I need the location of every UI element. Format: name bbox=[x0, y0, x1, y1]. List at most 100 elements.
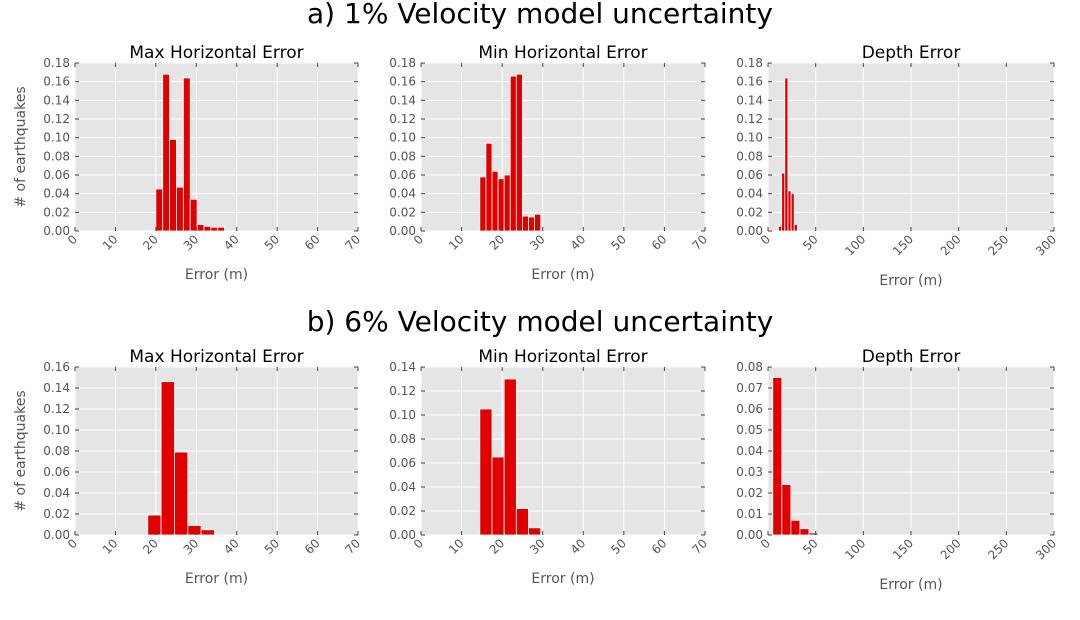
x-tick-label: 0 bbox=[65, 232, 80, 247]
histogram-bar bbox=[781, 172, 786, 232]
panel-0-1: 0.00 0.02 0.04 0.06 0.08 0.10 0.12 0.14 0.16 0.18… bbox=[389, 43, 710, 283]
x-tick-label: 0 bbox=[758, 536, 773, 551]
x-tick-label: 0 bbox=[411, 232, 426, 247]
x-tick-label: 50 bbox=[608, 232, 629, 253]
histogram-bar bbox=[799, 528, 810, 536]
y-tick-label: 0.16 bbox=[389, 75, 416, 89]
y-tick-label: 0.00 bbox=[736, 224, 763, 238]
x-tick-label: 60 bbox=[649, 232, 670, 253]
y-tick-label: 0.08 bbox=[389, 149, 416, 163]
histogram-bar bbox=[485, 142, 493, 232]
y-tick-label: 0.14 bbox=[736, 93, 763, 107]
x-tick-label: 50 bbox=[262, 232, 283, 253]
x-tick-label: 0 bbox=[411, 536, 426, 551]
subplot-title: Max Horizontal Error bbox=[129, 43, 303, 63]
y-tick-label: 0.03 bbox=[736, 465, 763, 479]
histogram-bar bbox=[479, 176, 487, 232]
y-tick-label: 0.18 bbox=[736, 56, 763, 70]
histogram-bar bbox=[534, 213, 542, 232]
x-axis-label: Error (m) bbox=[531, 571, 594, 587]
histogram-bar bbox=[515, 73, 523, 232]
histogram-bar bbox=[210, 226, 219, 232]
y-tick-label: 0.04 bbox=[389, 187, 416, 201]
x-tick-label: 10 bbox=[446, 232, 467, 253]
y-tick-label: 0.00 bbox=[389, 528, 416, 542]
histogram-bar bbox=[217, 226, 225, 232]
y-tick-label: 0.02 bbox=[389, 504, 416, 518]
y-tick-label: 0.12 bbox=[389, 112, 416, 126]
y-tick-label: 0.10 bbox=[43, 131, 70, 145]
x-tick-label: 70 bbox=[342, 232, 363, 253]
y-tick-label: 0.02 bbox=[43, 205, 70, 219]
y-tick-label: 0.06 bbox=[43, 465, 70, 479]
x-tick-label: 70 bbox=[689, 232, 710, 253]
panel-1-1: 0.00 0.02 0.04 0.06 0.08 0.10 0.12 0.14 0 10 20 30 4… bbox=[389, 347, 710, 587]
x-tick-label: 30 bbox=[181, 536, 202, 557]
y-tick-label: 0.00 bbox=[43, 528, 70, 542]
x-tick-label: 250 bbox=[985, 232, 1011, 258]
y-tick-label: 0.02 bbox=[736, 486, 763, 500]
y-tick-label: 0.10 bbox=[389, 131, 416, 145]
y-tick-label: 0.02 bbox=[43, 507, 70, 521]
histogram-bar bbox=[174, 451, 189, 536]
subplot-title: Depth Error bbox=[862, 347, 961, 367]
x-tick-label: 50 bbox=[262, 536, 283, 557]
y-tick-label: 0.04 bbox=[43, 486, 70, 500]
x-tick-label: 60 bbox=[302, 232, 323, 253]
histogram-bar bbox=[787, 190, 792, 232]
y-tick-label: 0.08 bbox=[43, 149, 70, 163]
row-title-b: b) 6% Velocity model uncertainty bbox=[307, 305, 774, 338]
y-tick-label: 0.14 bbox=[43, 381, 70, 395]
x-tick-label: 40 bbox=[221, 232, 242, 253]
y-tick-label: 0.18 bbox=[389, 56, 416, 70]
x-tick-label: 100 bbox=[842, 536, 868, 562]
panel-1-0: 0.00 0.02 0.04 0.06 0.08 0.10 0.12 0.14 0.16 0 10 2… bbox=[13, 347, 363, 587]
x-axis-label: Error (m) bbox=[879, 273, 942, 289]
y-tick-label: 0.00 bbox=[389, 224, 416, 238]
x-tick-label: 200 bbox=[938, 232, 964, 258]
y-tick-label: 0.18 bbox=[43, 56, 70, 70]
x-axis-label: Error (m) bbox=[185, 267, 248, 283]
histogram-bar bbox=[503, 378, 517, 536]
x-tick-label: 10 bbox=[100, 536, 121, 557]
histogram-bar bbox=[162, 73, 171, 232]
y-tick-label: 0.06 bbox=[736, 402, 763, 416]
histogram-bar bbox=[189, 198, 198, 232]
histogram-bar bbox=[784, 77, 789, 232]
x-tick-label: 30 bbox=[527, 232, 548, 253]
y-tick-label: 0.14 bbox=[389, 360, 416, 374]
y-tick-label: 0.08 bbox=[736, 360, 763, 374]
histogram-bar bbox=[515, 508, 529, 536]
x-tick-label: 70 bbox=[689, 536, 710, 557]
histogram-bar bbox=[491, 456, 505, 536]
histogram-bar bbox=[182, 77, 191, 232]
histogram-bar bbox=[808, 532, 819, 536]
x-tick-label: 300 bbox=[1033, 536, 1059, 562]
histogram-bar bbox=[491, 170, 499, 232]
y-tick-label: 0.14 bbox=[43, 93, 70, 107]
histogram-bar bbox=[203, 225, 212, 232]
x-tick-label: 20 bbox=[487, 536, 508, 557]
x-tick-label: 70 bbox=[342, 536, 363, 557]
histogram-bar bbox=[528, 527, 542, 536]
histogram-bar bbox=[528, 216, 535, 232]
x-tick-label: 30 bbox=[181, 232, 202, 253]
y-tick-label: 0.04 bbox=[736, 187, 763, 201]
y-tick-label: 0.14 bbox=[389, 93, 416, 107]
y-tick-label: 0.12 bbox=[43, 112, 70, 126]
x-tick-label: 0 bbox=[65, 536, 80, 551]
x-tick-label: 20 bbox=[140, 232, 161, 253]
subplot-title: Depth Error bbox=[862, 43, 961, 63]
y-tick-label: 0.07 bbox=[736, 381, 763, 395]
y-tick-label: 0.10 bbox=[389, 408, 416, 422]
histogram-bar bbox=[169, 139, 177, 232]
x-tick-label: 20 bbox=[140, 536, 161, 557]
histogram-bar bbox=[790, 519, 801, 536]
y-tick-label: 0.16 bbox=[43, 360, 70, 374]
histogram-bar bbox=[155, 188, 164, 232]
x-tick-label: 60 bbox=[649, 536, 670, 557]
x-tick-label: 50 bbox=[608, 536, 629, 557]
histogram-bar bbox=[793, 224, 798, 232]
y-tick-label: 0.04 bbox=[43, 187, 70, 201]
